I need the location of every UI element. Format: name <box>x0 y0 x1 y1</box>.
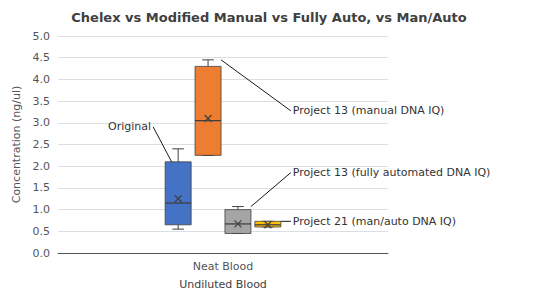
svg-text:3.0: 3.0 <box>33 116 51 129</box>
svg-text:2.5: 2.5 <box>33 138 51 151</box>
svg-text:5.0: 5.0 <box>33 30 51 43</box>
svg-text:4.0: 4.0 <box>33 73 51 86</box>
svg-text:Original: Original <box>108 120 151 133</box>
svg-text:0.5: 0.5 <box>33 225 51 238</box>
svg-text:Project 13 (fully automated DN: Project 13 (fully automated DNA IQ) <box>293 166 491 179</box>
svg-text:Neat Blood: Neat Blood <box>193 260 254 273</box>
svg-text:Concentration (ng/ul): Concentration (ng/ul) <box>10 86 23 204</box>
svg-text:Chelex vs Modified Manual vs F: Chelex vs Modified Manual vs Fully Auto,… <box>71 10 466 25</box>
svg-text:0.0: 0.0 <box>33 247 51 260</box>
svg-text:1.0: 1.0 <box>33 203 51 216</box>
svg-text:Project 21 (man/auto DNA IQ): Project 21 (man/auto DNA IQ) <box>293 215 456 228</box>
svg-text:2.0: 2.0 <box>33 160 51 173</box>
svg-text:1.5: 1.5 <box>33 181 51 194</box>
svg-text:Project 13 (manual DNA IQ): Project 13 (manual DNA IQ) <box>293 104 445 117</box>
svg-text:4.5: 4.5 <box>33 51 51 64</box>
svg-text:Undiluted Blood: Undiluted Blood <box>179 278 267 291</box>
svg-text:3.5: 3.5 <box>33 95 51 108</box>
